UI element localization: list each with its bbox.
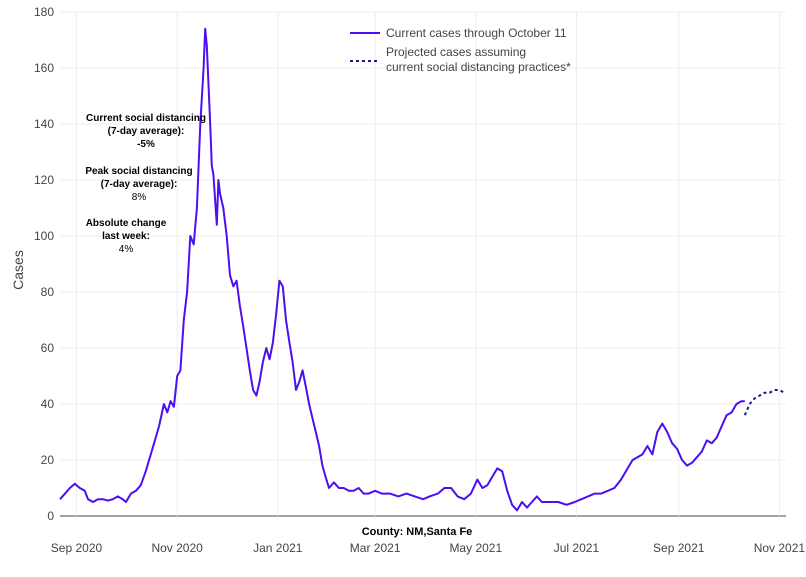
x-tick-label: Jul 2021 [554,541,600,555]
y-tick-label: 0 [47,509,54,523]
annotation-peak-distancing: Peak social distancing (7-day average): … [82,163,196,207]
y-tick-label: 40 [41,397,55,411]
y-tick-label: 20 [41,453,55,467]
x-tick-label: Jan 2021 [253,541,303,555]
series-lines [59,27,785,512]
annotation-value: 4% [118,244,134,255]
annotation-value: 8% [131,192,147,203]
series-line-projected[interactable] [743,389,785,416]
legend-label-current: Current cases through October 11 [386,26,567,40]
x-tick-label: Sep 2020 [51,541,103,555]
y-axis-label: Cases [10,250,26,290]
y-tick-label: 140 [34,117,54,131]
x-axis-ticks: Sep 2020 Nov 2020 Jan 2021 Mar 2021 May 2021… [51,541,806,555]
annotation-title: Absolute change last week: [85,218,167,242]
y-tick-label: 120 [34,173,54,187]
x-tick-label: May 2021 [449,541,502,555]
y-tick-label: 160 [34,61,54,75]
annotation-title: Peak social distancing (7-day average): [85,166,193,190]
x-tick-label: Mar 2021 [350,541,401,555]
legend[interactable]: Current cases through October 11 Project… [350,26,571,74]
gridlines [60,11,786,517]
x-tick-label: Nov 2020 [151,541,203,555]
annotation-value: -5% [137,139,155,150]
y-tick-label: 180 [34,5,54,19]
legend-label-projected: Projected cases assuming current social … [386,45,571,74]
x-axis-label: County: NM,Santa Fe [362,526,473,538]
y-axis-ticks: 0 20 40 60 80 100 120 140 160 180 [34,5,54,523]
annotation-title: Current social distancing (7-day average… [85,113,207,137]
y-tick-label: 100 [34,229,54,243]
x-tick-label: Nov 2021 [754,541,806,555]
y-tick-label: 60 [41,341,55,355]
annotation-current-distancing: Current social distancing (7-day average… [82,110,210,154]
annotation-absolute-change: Absolute change last week: 4% [82,215,170,259]
series-line-current[interactable] [59,27,745,512]
y-tick-label: 80 [41,285,55,299]
x-tick-label: Sep 2021 [653,541,705,555]
